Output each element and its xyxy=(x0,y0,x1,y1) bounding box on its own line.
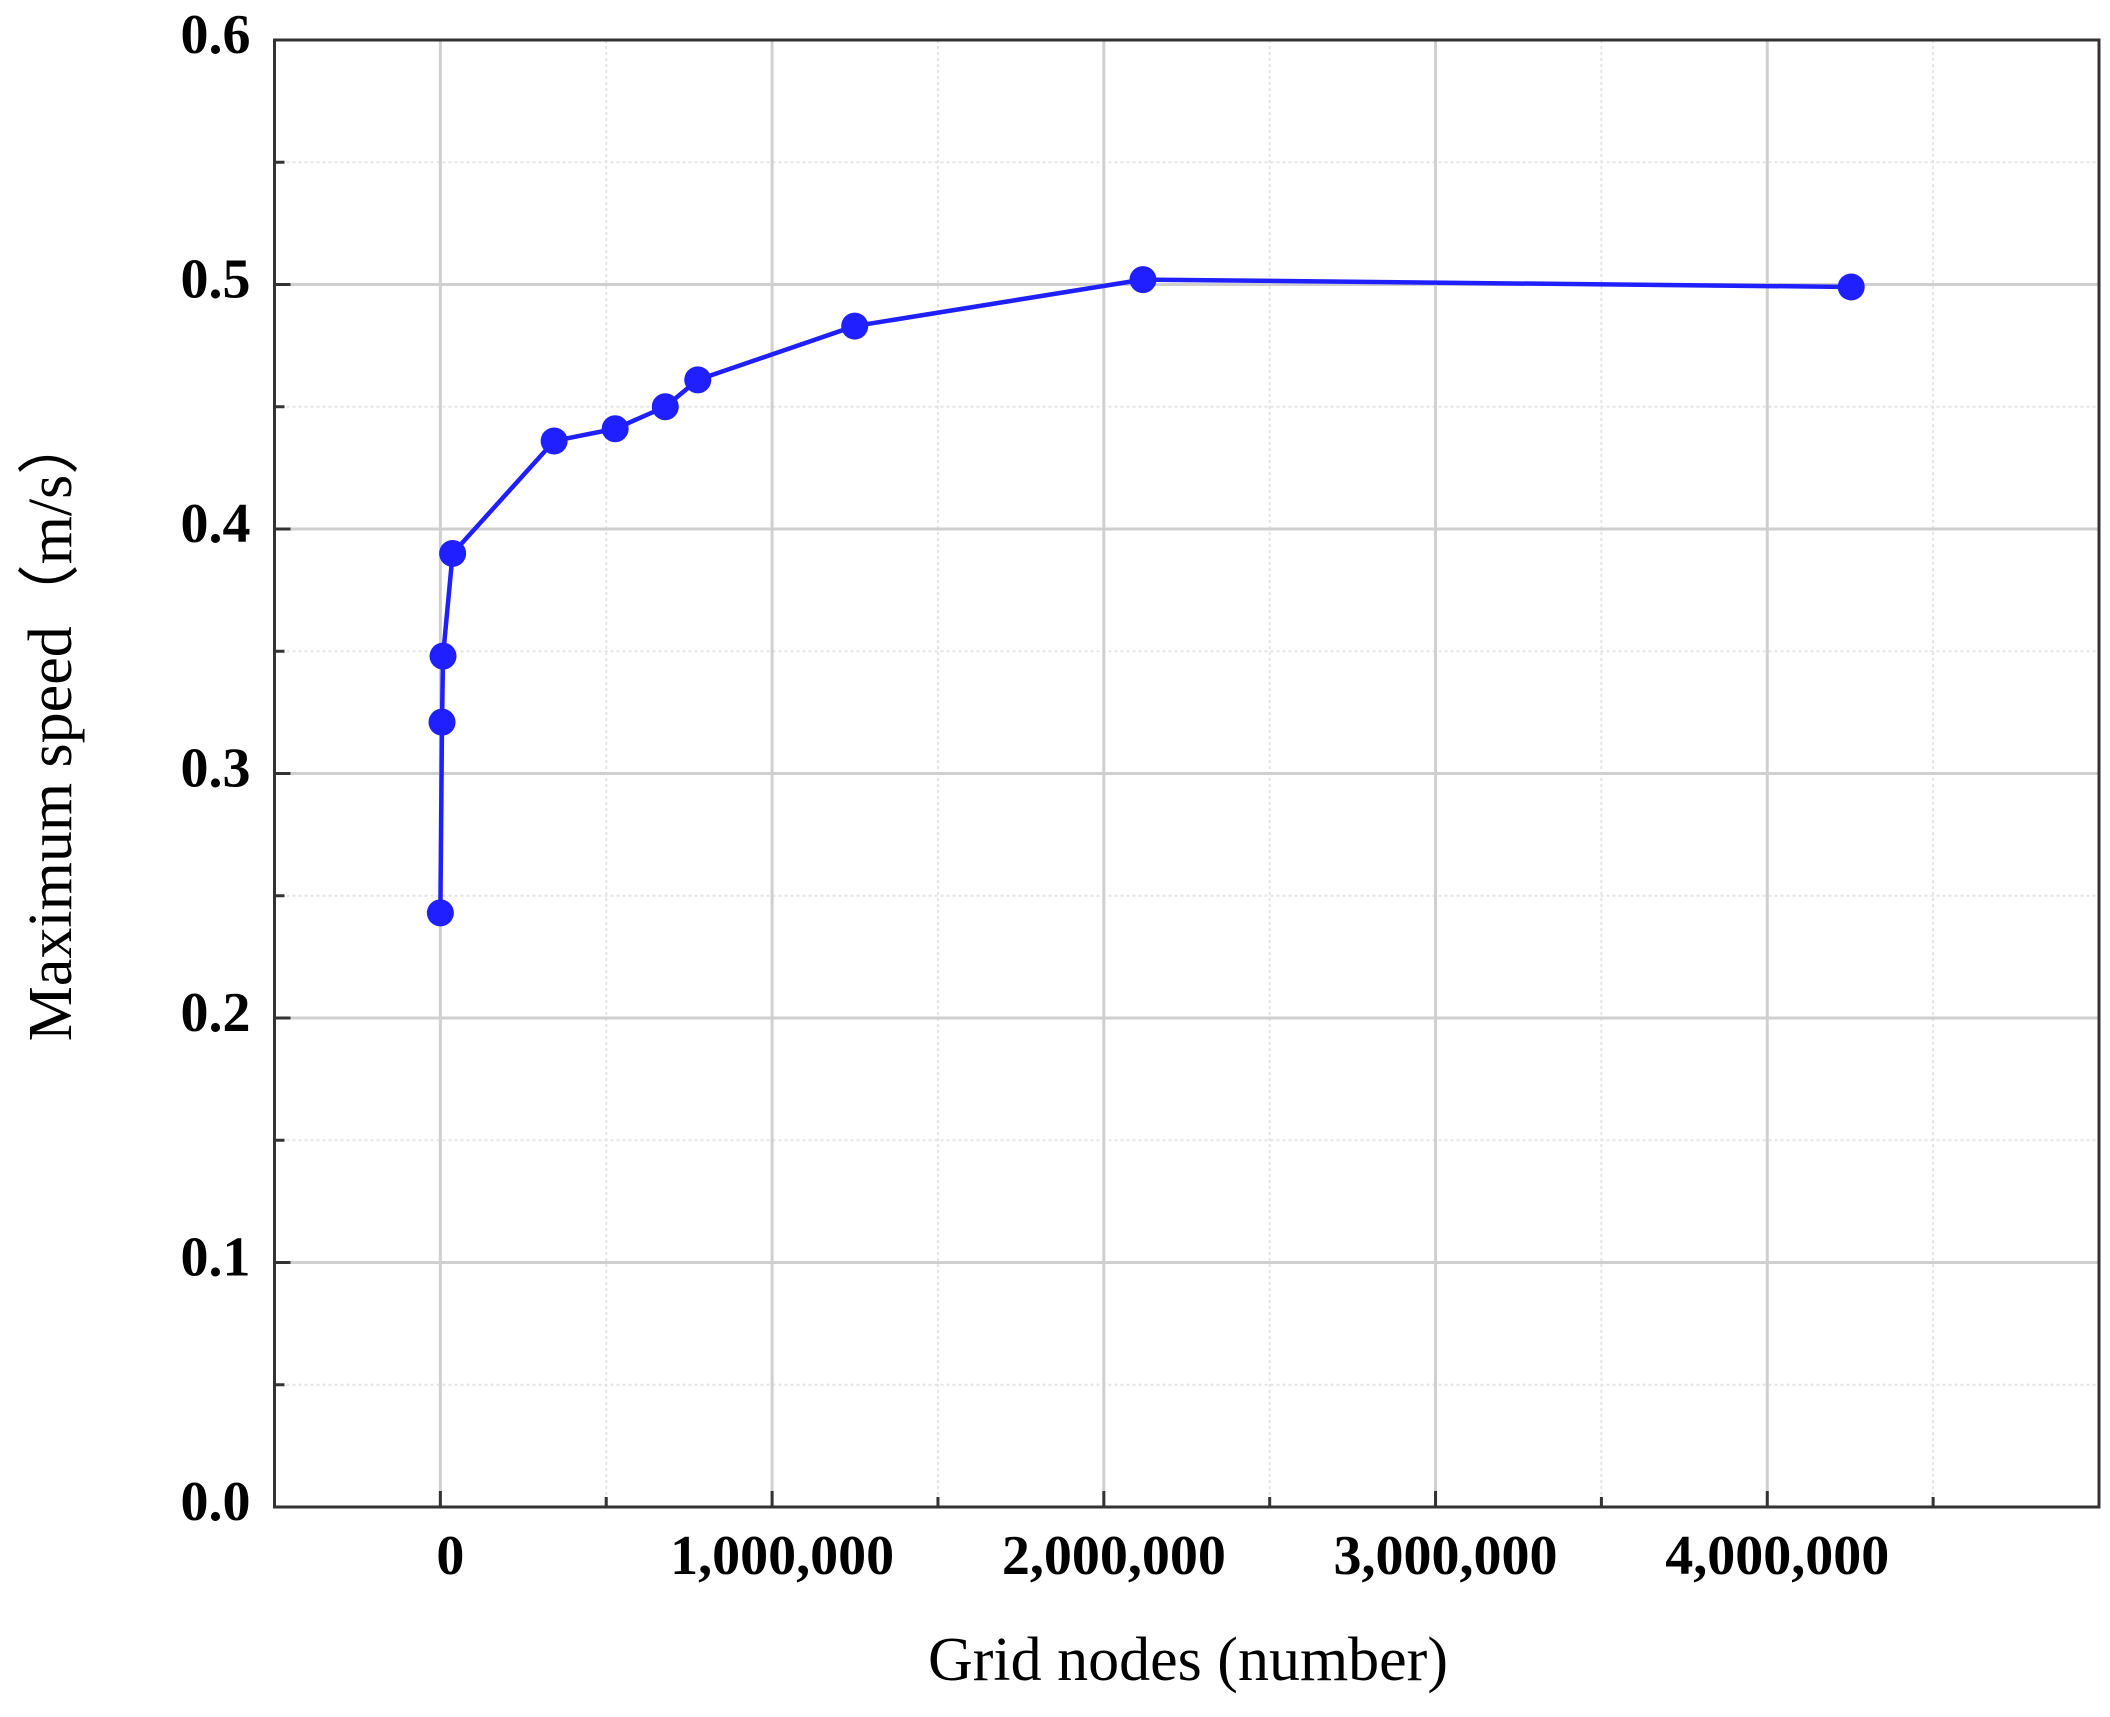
y-tick-label: 0.6 xyxy=(181,4,251,66)
y-axis-title: Maximum speed（m/s） xyxy=(17,413,85,1042)
data-point xyxy=(651,393,679,421)
series-line xyxy=(438,277,1852,913)
x-axis-title: Grid nodes (number) xyxy=(928,1626,1448,1694)
data-point xyxy=(1837,273,1865,301)
x-tick-label: 4,000,000 xyxy=(1665,1525,1889,1587)
x-tick-label: 2,000,000 xyxy=(1002,1525,1226,1587)
y-tick-label: 0.0 xyxy=(181,1471,251,1533)
data-point xyxy=(540,427,568,455)
y-tick-label: 0.2 xyxy=(181,982,251,1044)
x-tick-label: 1,000,000 xyxy=(670,1525,894,1587)
y-tick-label: 0.5 xyxy=(181,248,251,310)
data-point xyxy=(429,642,457,670)
data-point xyxy=(428,708,456,736)
y-tick-label: 0.3 xyxy=(181,737,251,799)
data-point xyxy=(841,312,869,340)
data-point xyxy=(601,415,629,443)
y-tick-label: 0.4 xyxy=(181,493,251,555)
data-point xyxy=(439,539,467,567)
plot-frame xyxy=(273,38,2101,1509)
plot xyxy=(426,266,1865,927)
x-tick-label: 3,000,000 xyxy=(1334,1525,1558,1587)
data-point xyxy=(1129,266,1157,294)
data-point xyxy=(426,899,454,927)
x-tick-label: 0 xyxy=(436,1525,464,1587)
data-point xyxy=(684,366,712,394)
y-tick-label: 0.1 xyxy=(181,1226,251,1288)
grid: 0.0 0.1 0.2 0.3 0.4 0.5 0.6 0 1,000,000 2,000,000… xyxy=(181,4,2099,1587)
